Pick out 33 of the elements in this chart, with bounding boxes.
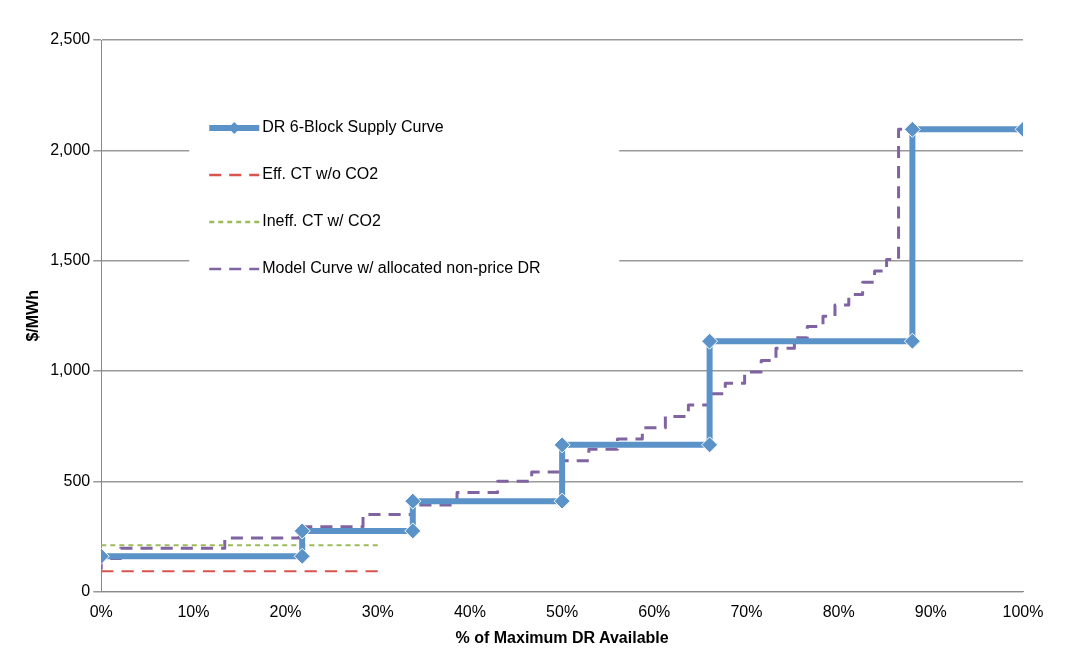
x-tick-label: 40% [453,602,486,620]
point [701,436,719,454]
x-tick-label: 30% [361,602,394,620]
y-tick-label: 1,500 [50,251,91,269]
x-tick-label: 10% [177,602,210,620]
x-tick-label: 60% [638,602,671,620]
y-tick-label: 1,000 [50,361,91,379]
legend-label: Eff. CT w/o CO2 [262,165,379,183]
x-tick-label: 100% [1002,602,1044,620]
point [553,436,571,454]
x-tick-label: 50% [546,602,579,620]
x-tick-label: 0% [89,602,113,620]
point [404,492,422,510]
x-axis-title: % of Maximum DR Available [455,628,669,646]
point [553,492,571,510]
point [293,547,311,565]
y-tick-label: 2,000 [50,140,91,158]
legend-label: Ineff. CT w/ CO2 [262,212,381,230]
point [903,120,921,138]
x-tick-label: 80% [822,602,855,620]
point [701,332,719,350]
point [903,332,921,350]
y-axis-title: $/MWh [24,290,42,342]
legend-label: Model Curve w/ allocated non-price DR [262,259,541,277]
y-tick-label: 2,500 [50,30,91,48]
y-tick-label: 500 [63,471,91,489]
point [293,522,311,540]
legend-label: DR 6-Block Supply Curve [262,118,444,136]
y-tick-label: 0 [81,582,91,600]
x-tick-label: 20% [269,602,302,620]
point [404,522,422,540]
x-tick-label: 90% [914,602,947,620]
x-tick-label: 70% [730,602,763,620]
